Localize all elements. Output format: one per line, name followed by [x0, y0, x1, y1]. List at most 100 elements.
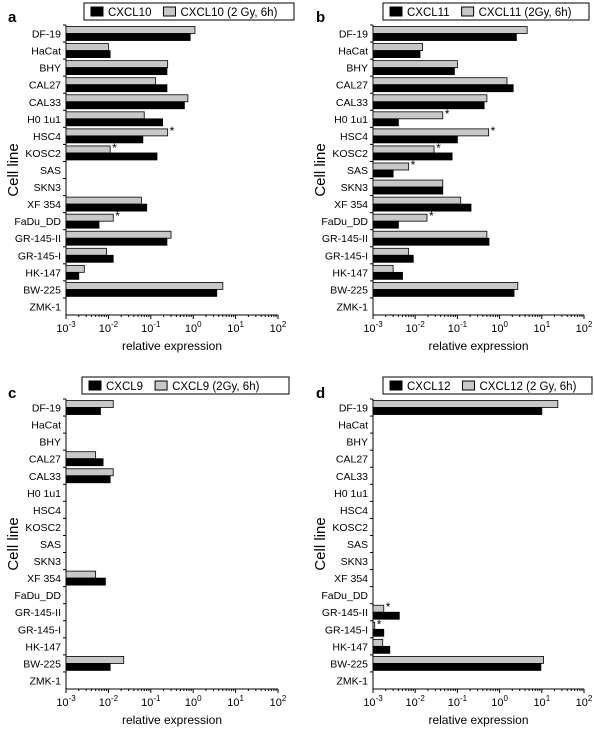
chart-panel-b: b CXCL11 CXCL11 (2Gy, 6h) 10-3 10-2 10-1 100 10…: [312, 2, 593, 353]
category-label: CAL27: [336, 454, 368, 466]
bar-CXCL11 (2Gy, 6h): [372, 77, 508, 86]
category-label: CAL33: [29, 97, 61, 109]
bar-CXCL11 (2Gy, 6h): [372, 94, 488, 103]
chart-panel-d: d CXCL12 CXCL12 (2 Gy, 6h) 10-3 10-2 10-1 100 1…: [312, 376, 593, 727]
category-label: SAS: [347, 539, 368, 551]
category-label: GR-145-II: [15, 607, 61, 619]
legend-frame: [382, 376, 593, 395]
bar-CXCL11 (2Gy, 6h): [372, 264, 394, 273]
bar-CXCL11: [372, 33, 517, 41]
bar-CXCL10: [65, 152, 158, 161]
bar-CXCL11: [372, 203, 472, 212]
x-tick-label: 10-3: [56, 694, 76, 709]
significance-mark: *: [429, 209, 434, 223]
legend-swatch-dark: [389, 6, 403, 17]
significance-mark: *: [436, 141, 441, 155]
x-tick-label: 10-2: [406, 694, 426, 709]
bar-CXCL9: [65, 458, 104, 467]
category-label: GR-145-II: [322, 233, 368, 245]
bar-CXCL11: [372, 271, 403, 280]
category-label: HK-147: [332, 267, 368, 279]
bar-CXCL10 (2 Gy, 6h): [65, 145, 111, 154]
bar-CXCL10 (2 Gy, 6h): [65, 94, 189, 103]
category-label: CAL27: [29, 454, 61, 466]
category-label: ZMK-1: [337, 301, 369, 313]
bar-CXCL10: [65, 135, 144, 144]
significance-mark: *: [445, 107, 450, 121]
legend-label-dark: CXCL9: [106, 381, 143, 393]
legend-swatch-light: [461, 6, 475, 17]
bar-CXCL9: [65, 407, 101, 415]
x-tick-label: 101: [227, 694, 244, 709]
bar-CXCL10 (2 Gy, 6h): [65, 128, 169, 137]
category-label: BHY: [346, 63, 368, 75]
bar-CXCL10: [65, 289, 218, 297]
bar-CXCL10: [65, 203, 148, 212]
x-axis-label: relative expression: [122, 339, 222, 353]
bar-CXCL12 (2 Gy, 6h): [372, 621, 376, 630]
category-label: H0 1u1: [334, 114, 368, 126]
category-label: FaDu_DD: [14, 216, 61, 228]
bar-CXCL10: [65, 67, 168, 76]
category-label: XF 354: [334, 573, 368, 585]
x-tick-label: 10-1: [448, 320, 468, 335]
significance-mark: *: [112, 141, 117, 155]
bar-CXCL10 (2 Gy, 6h): [65, 77, 157, 86]
legend: CXCL10 CXCL10 (2 Gy, 6h): [83, 2, 295, 21]
bar-CXCL11: [372, 254, 414, 263]
category-label: ZMK-1: [30, 301, 62, 313]
bar-CXCL10 (2 Gy, 6h): [65, 196, 142, 205]
bar-CXCL10 (2 Gy, 6h): [65, 111, 145, 120]
category-label: CAL33: [29, 471, 61, 483]
bar-CXCL12 (2 Gy, 6h): [372, 400, 559, 408]
x-tick-label: 100: [491, 320, 508, 335]
bar-CXCL9: [65, 663, 111, 671]
category-label: HK-147: [332, 641, 368, 653]
category-label: KOSC2: [25, 522, 61, 534]
category-label: FaDu_DD: [14, 590, 61, 602]
bar-CXCL10: [65, 237, 168, 246]
category-label: DF-19: [339, 403, 368, 415]
bar-CXCL9 (2Gy, 6h): [65, 400, 114, 408]
category-label: HSC4: [33, 505, 61, 517]
category-label: BHY: [39, 437, 61, 449]
category-label: GR-145-I: [18, 624, 61, 636]
x-tick-label: 102: [270, 320, 287, 335]
bar-CXCL12: [372, 663, 542, 671]
category-label: CAL27: [29, 80, 61, 92]
significance-mark: *: [377, 617, 382, 631]
category-label: H0 1u1: [27, 114, 61, 126]
bar-CXCL10: [65, 254, 114, 263]
category-label: BHY: [39, 63, 61, 75]
category-label: FaDu_DD: [321, 216, 368, 228]
category-label: BW-225: [23, 284, 61, 296]
y-axis-label: Cell line: [312, 143, 329, 196]
bar-CXCL12: [372, 628, 385, 637]
category-label: SKN3: [341, 556, 369, 568]
bar-CXCL10: [65, 84, 168, 93]
significance-mark: *: [411, 158, 416, 172]
bar-CXCL9 (2Gy, 6h): [65, 570, 97, 579]
category-label: XF 354: [27, 573, 61, 585]
category-label: SAS: [347, 165, 368, 177]
category-label: H0 1u1: [27, 488, 61, 500]
x-tick-label: 100: [185, 694, 202, 709]
bar-CXCL11 (2Gy, 6h): [372, 213, 428, 222]
legend-swatch-light: [154, 380, 168, 391]
x-tick-label: 101: [533, 320, 550, 335]
category-label: DF-19: [339, 29, 368, 41]
bar-CXCL11 (2Gy, 6h): [372, 43, 424, 51]
category-label: DF-19: [32, 403, 61, 415]
y-axis-label: Cell line: [5, 143, 22, 196]
x-tick-label: 10-2: [99, 320, 119, 335]
bar-CXCL11 (2Gy, 6h): [372, 162, 410, 171]
bar-CXCL11: [372, 50, 421, 58]
x-tick-label: 102: [576, 320, 593, 335]
bar-CXCL11: [372, 220, 399, 229]
category-label: HaCat: [31, 46, 61, 58]
category-label: KOSC2: [332, 522, 368, 534]
bar-CXCL11 (2Gy, 6h): [372, 179, 444, 188]
category-label: GR-145-II: [322, 607, 368, 619]
bar-CXCL11: [372, 118, 399, 127]
x-tick-label: 10-3: [363, 320, 383, 335]
